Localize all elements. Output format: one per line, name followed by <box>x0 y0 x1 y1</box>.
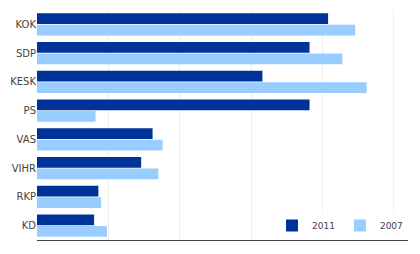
svg-text:2011: 2011 <box>312 221 335 231</box>
svg-text:KESK: KESK <box>10 76 36 87</box>
svg-text:2007: 2007 <box>380 221 403 231</box>
svg-text:SDP: SDP <box>16 48 36 59</box>
svg-text:KOK: KOK <box>16 19 37 30</box>
svg-text:VIHR: VIHR <box>12 163 36 174</box>
svg-text:KD: KD <box>22 220 37 231</box>
svg-text:RKP: RKP <box>16 191 36 202</box>
svg-text:VAS: VAS <box>17 134 36 145</box>
svg-text:PS: PS <box>24 105 36 116</box>
